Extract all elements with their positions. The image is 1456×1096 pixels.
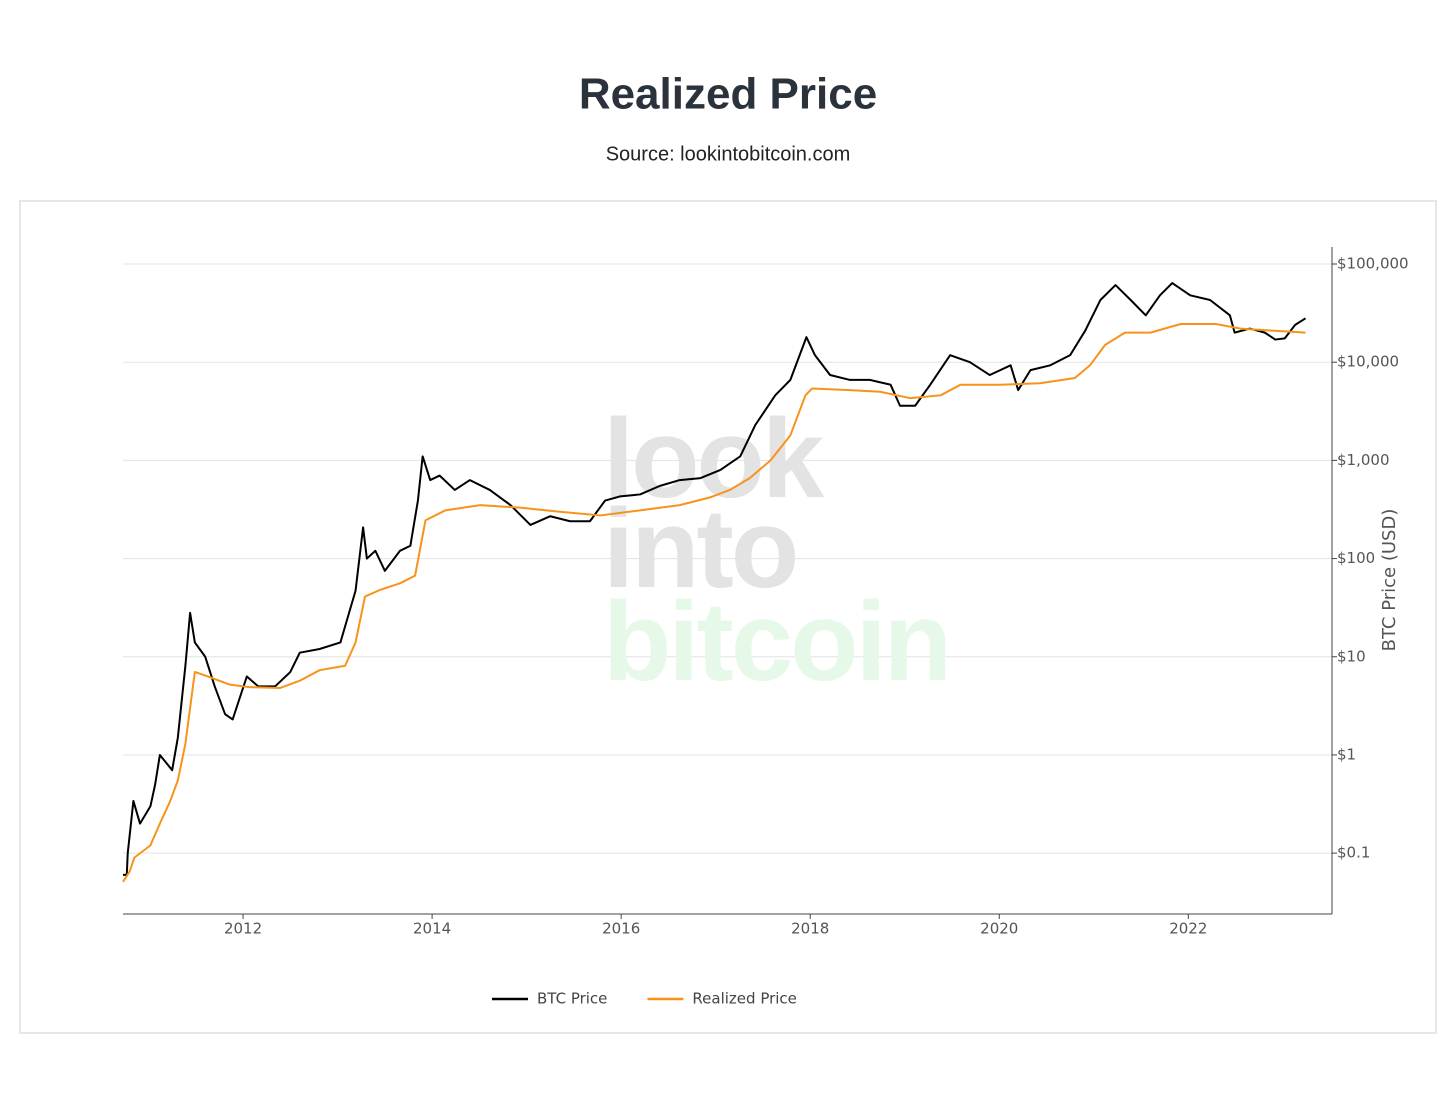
legend-label: BTC Price bbox=[537, 990, 607, 1008]
x-tick-label: 2022 bbox=[1169, 920, 1207, 938]
y-tick-label: $10,000 bbox=[1337, 353, 1399, 371]
chart-title: Realized Price bbox=[579, 70, 877, 119]
series-line bbox=[123, 282, 1307, 876]
watermark: into bbox=[603, 486, 796, 611]
legend-label: Realized Price bbox=[692, 990, 797, 1008]
y-tick-label: $100,000 bbox=[1337, 255, 1409, 273]
y-tick-label: $100 bbox=[1337, 549, 1375, 567]
chart-subtitle: Source: lookintobitcoin.com bbox=[606, 143, 851, 165]
y-axis-title: BTC Price (USD) bbox=[1379, 509, 1400, 652]
watermark: look bbox=[603, 396, 825, 521]
y-tick-label: $1,000 bbox=[1337, 451, 1390, 469]
chart-frame bbox=[19, 200, 1437, 1034]
y-tick-label: $10 bbox=[1337, 647, 1366, 665]
x-tick-label: 2020 bbox=[980, 920, 1018, 938]
x-tick-label: 2014 bbox=[413, 920, 451, 938]
y-tick-label: $0.1 bbox=[1337, 844, 1370, 862]
series-line bbox=[122, 322, 1306, 883]
x-tick-label: 2016 bbox=[602, 920, 640, 938]
watermark: bitcoin bbox=[603, 579, 949, 704]
y-tick-label: $1 bbox=[1337, 745, 1356, 763]
x-tick-label: 2012 bbox=[224, 920, 262, 938]
x-tick-label: 2018 bbox=[791, 920, 829, 938]
